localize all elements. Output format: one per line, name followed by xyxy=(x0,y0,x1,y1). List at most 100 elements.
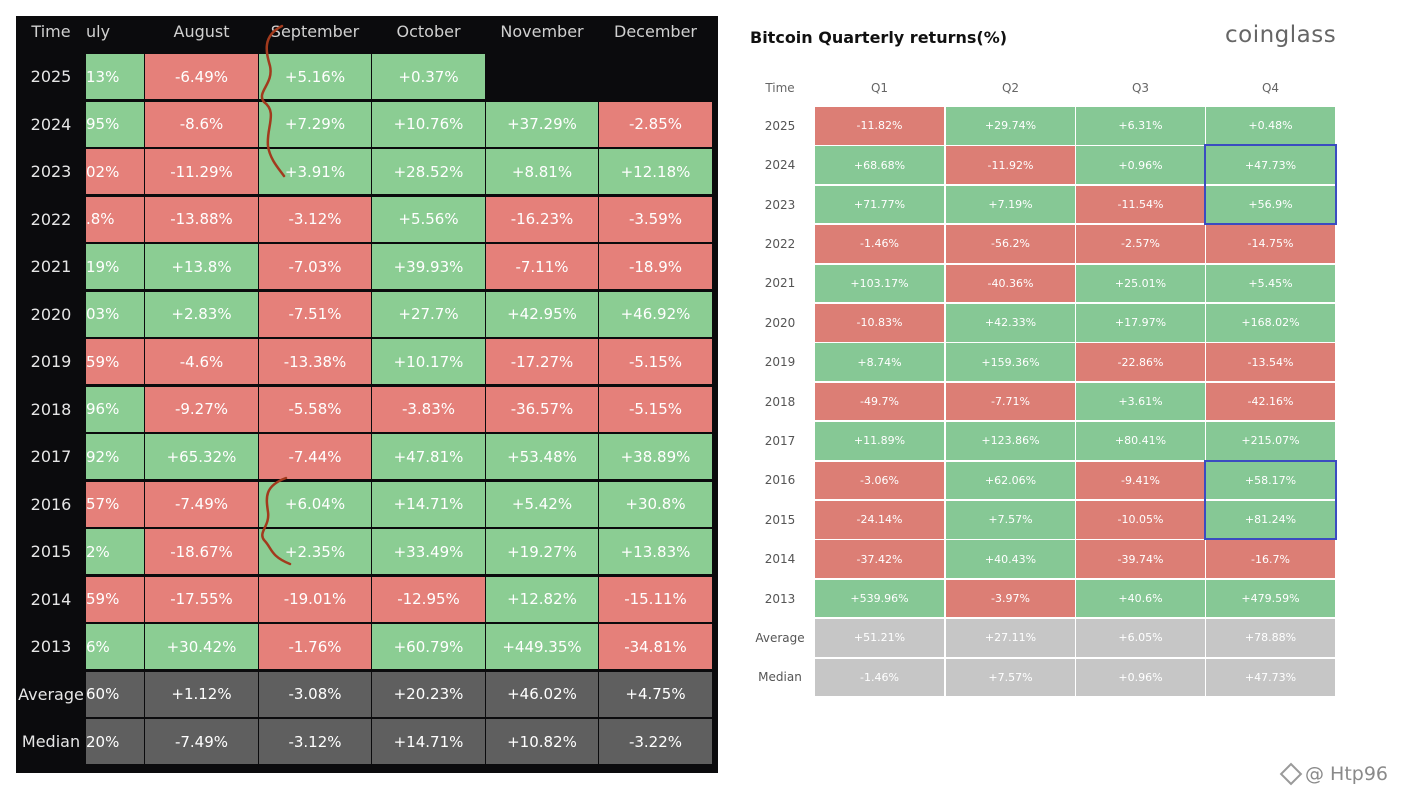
cell-2020-august: +2.83% xyxy=(145,291,258,337)
cell-2021-november: -7.11% xyxy=(486,244,598,289)
cell-2021-q3: +25.01% xyxy=(1076,264,1205,303)
row-label-2013: 2013 xyxy=(764,591,796,606)
row-label-2018: 2018 xyxy=(764,394,796,409)
cell-2015-august: -18.67% xyxy=(145,529,258,574)
cell-2021-september: -7.03% xyxy=(259,244,371,289)
row-label-2017: 2017 xyxy=(764,433,796,448)
row-label-2023: 2023 xyxy=(764,197,796,212)
cell-2018-q2: -7.71% xyxy=(946,382,1075,421)
row-label-2015: 2015 xyxy=(764,512,796,527)
cell-2018-uly: 96% xyxy=(86,386,144,432)
cell-average-august: +1.12% xyxy=(145,671,258,717)
cell-2024-november: +37.29% xyxy=(486,101,598,147)
cell-2024-q4: +47.73% xyxy=(1206,146,1335,184)
cell-2013-q4: +479.59% xyxy=(1206,579,1335,618)
cell-2016-q3: -9.41% xyxy=(1076,461,1205,500)
cell-2019-november: -17.27% xyxy=(486,339,598,384)
row-label-average: Average xyxy=(755,630,805,645)
watermark: @ Htp96 xyxy=(1279,760,1388,788)
cell-2025-q3: +6.31% xyxy=(1076,107,1205,145)
cell-2017-october: +47.81% xyxy=(372,434,485,479)
cell-2019-december: -5.15% xyxy=(599,339,712,384)
cell-2017-september: -7.44% xyxy=(259,434,371,479)
cell-median-q2: +7.57% xyxy=(946,658,1075,697)
header-q3: Q3 xyxy=(1131,81,1150,95)
cell-2015-q3: -10.05% xyxy=(1076,501,1205,539)
header-september: September xyxy=(270,21,360,41)
cell-2017-q2: +123.86% xyxy=(946,422,1075,460)
cell-2020-q3: +17.97% xyxy=(1076,304,1205,342)
brand-logo-text: coinglass xyxy=(1225,22,1337,48)
row-label-2021: 2021 xyxy=(30,257,72,276)
cell-2024-q3: +0.96% xyxy=(1076,146,1205,184)
cell-2015-uly: 2% xyxy=(86,529,144,574)
row-label-2019: 2019 xyxy=(764,355,796,370)
cell-2022-q4: -14.75% xyxy=(1206,225,1335,263)
cell-2022-december: -3.59% xyxy=(599,196,712,242)
row-label-2025: 2025 xyxy=(764,118,796,133)
cell-2013-q3: +40.6% xyxy=(1076,579,1205,618)
cell-2020-november: +42.95% xyxy=(486,291,598,337)
cell-2022-august: -13.88% xyxy=(145,196,258,242)
cell-2013-november: +449.35% xyxy=(486,624,598,669)
quarterly-returns-table: Bitcoin Quarterly returns(%) coinglass T… xyxy=(745,16,1365,716)
cell-2022-q2: -56.2% xyxy=(946,225,1075,263)
cell-2020-q1: -10.83% xyxy=(815,304,944,342)
cell-average-q4: +78.88% xyxy=(1206,619,1335,657)
cell-2025-q1: -11.82% xyxy=(815,107,944,145)
cell-median-q4: +47.73% xyxy=(1206,658,1335,697)
cell-2015-december: +13.83% xyxy=(599,529,712,574)
brace-bottom-icon xyxy=(261,476,292,566)
cell-2018-november: -36.57% xyxy=(486,386,598,432)
cell-2022-uly: .8% xyxy=(86,196,144,242)
row-label-2022: 2022 xyxy=(30,209,72,229)
header-december: December xyxy=(614,21,697,41)
cell-2022-october: +5.56% xyxy=(372,196,485,242)
cell-2018-october: -3.83% xyxy=(372,386,485,432)
cell-2021-october: +39.93% xyxy=(372,244,485,289)
cell-2019-august: -4.6% xyxy=(145,339,258,384)
cell-2019-q1: +8.74% xyxy=(815,343,944,381)
cell-2016-uly: 57% xyxy=(86,481,144,527)
cell-2016-november: +5.42% xyxy=(486,481,598,527)
row-label-2014: 2014 xyxy=(30,589,72,609)
cell-2016-september: +6.04% xyxy=(259,481,371,527)
header-august: August xyxy=(173,21,230,41)
cell-2019-q3: -22.86% xyxy=(1076,343,1205,381)
cell-2020-q4: +168.02% xyxy=(1206,304,1335,342)
cell-2019-october: +10.17% xyxy=(372,339,485,384)
cell-2015-q4: +81.24% xyxy=(1206,501,1335,539)
cell-2014-q3: -39.74% xyxy=(1076,540,1205,578)
cell-2022-september: -3.12% xyxy=(259,196,371,242)
cell-2013-october: +60.79% xyxy=(372,624,485,669)
cell-2018-q3: +3.61% xyxy=(1076,382,1205,421)
cell-2014-q1: -37.42% xyxy=(815,540,944,578)
cell-2014-october: -12.95% xyxy=(372,576,485,622)
header-q2: Q2 xyxy=(1001,81,1020,95)
cell-2016-q4: +58.17% xyxy=(1206,461,1335,500)
cell-2019-q2: +159.36% xyxy=(946,343,1075,381)
cell-2016-december: +30.8% xyxy=(599,481,712,527)
cell-2021-december: -18.9% xyxy=(599,244,712,289)
cell-2018-september: -5.58% xyxy=(259,386,371,432)
row-label-2020: 2020 xyxy=(30,304,72,324)
cell-2023-q2: +7.19% xyxy=(946,185,1075,224)
cell-2014-q4: -16.7% xyxy=(1206,540,1335,578)
cell-2013-september: -1.76% xyxy=(259,624,371,669)
cell-2019-uly: 59% xyxy=(86,339,144,384)
cell-2017-q1: +11.89% xyxy=(815,422,944,460)
row-label-2014: 2014 xyxy=(764,552,796,567)
cell-2022-q3: -2.57% xyxy=(1076,225,1205,263)
cell-2017-q4: +215.07% xyxy=(1206,422,1335,460)
cell-average-november: +46.02% xyxy=(486,671,598,717)
row-label-2016: 2016 xyxy=(30,494,72,514)
cell-average-october: +20.23% xyxy=(372,671,485,717)
cell-2020-october: +27.7% xyxy=(372,291,485,337)
row-label-2013: 2013 xyxy=(30,637,72,656)
cell-2025-september: +5.16% xyxy=(259,54,371,99)
cell-2025-q2: +29.74% xyxy=(946,107,1075,145)
cell-2013-q1: +539.96% xyxy=(815,579,944,618)
row-label-median: Median xyxy=(758,670,802,685)
row-label-2024: 2024 xyxy=(764,158,796,173)
cell-average-q1: +51.21% xyxy=(815,619,944,657)
